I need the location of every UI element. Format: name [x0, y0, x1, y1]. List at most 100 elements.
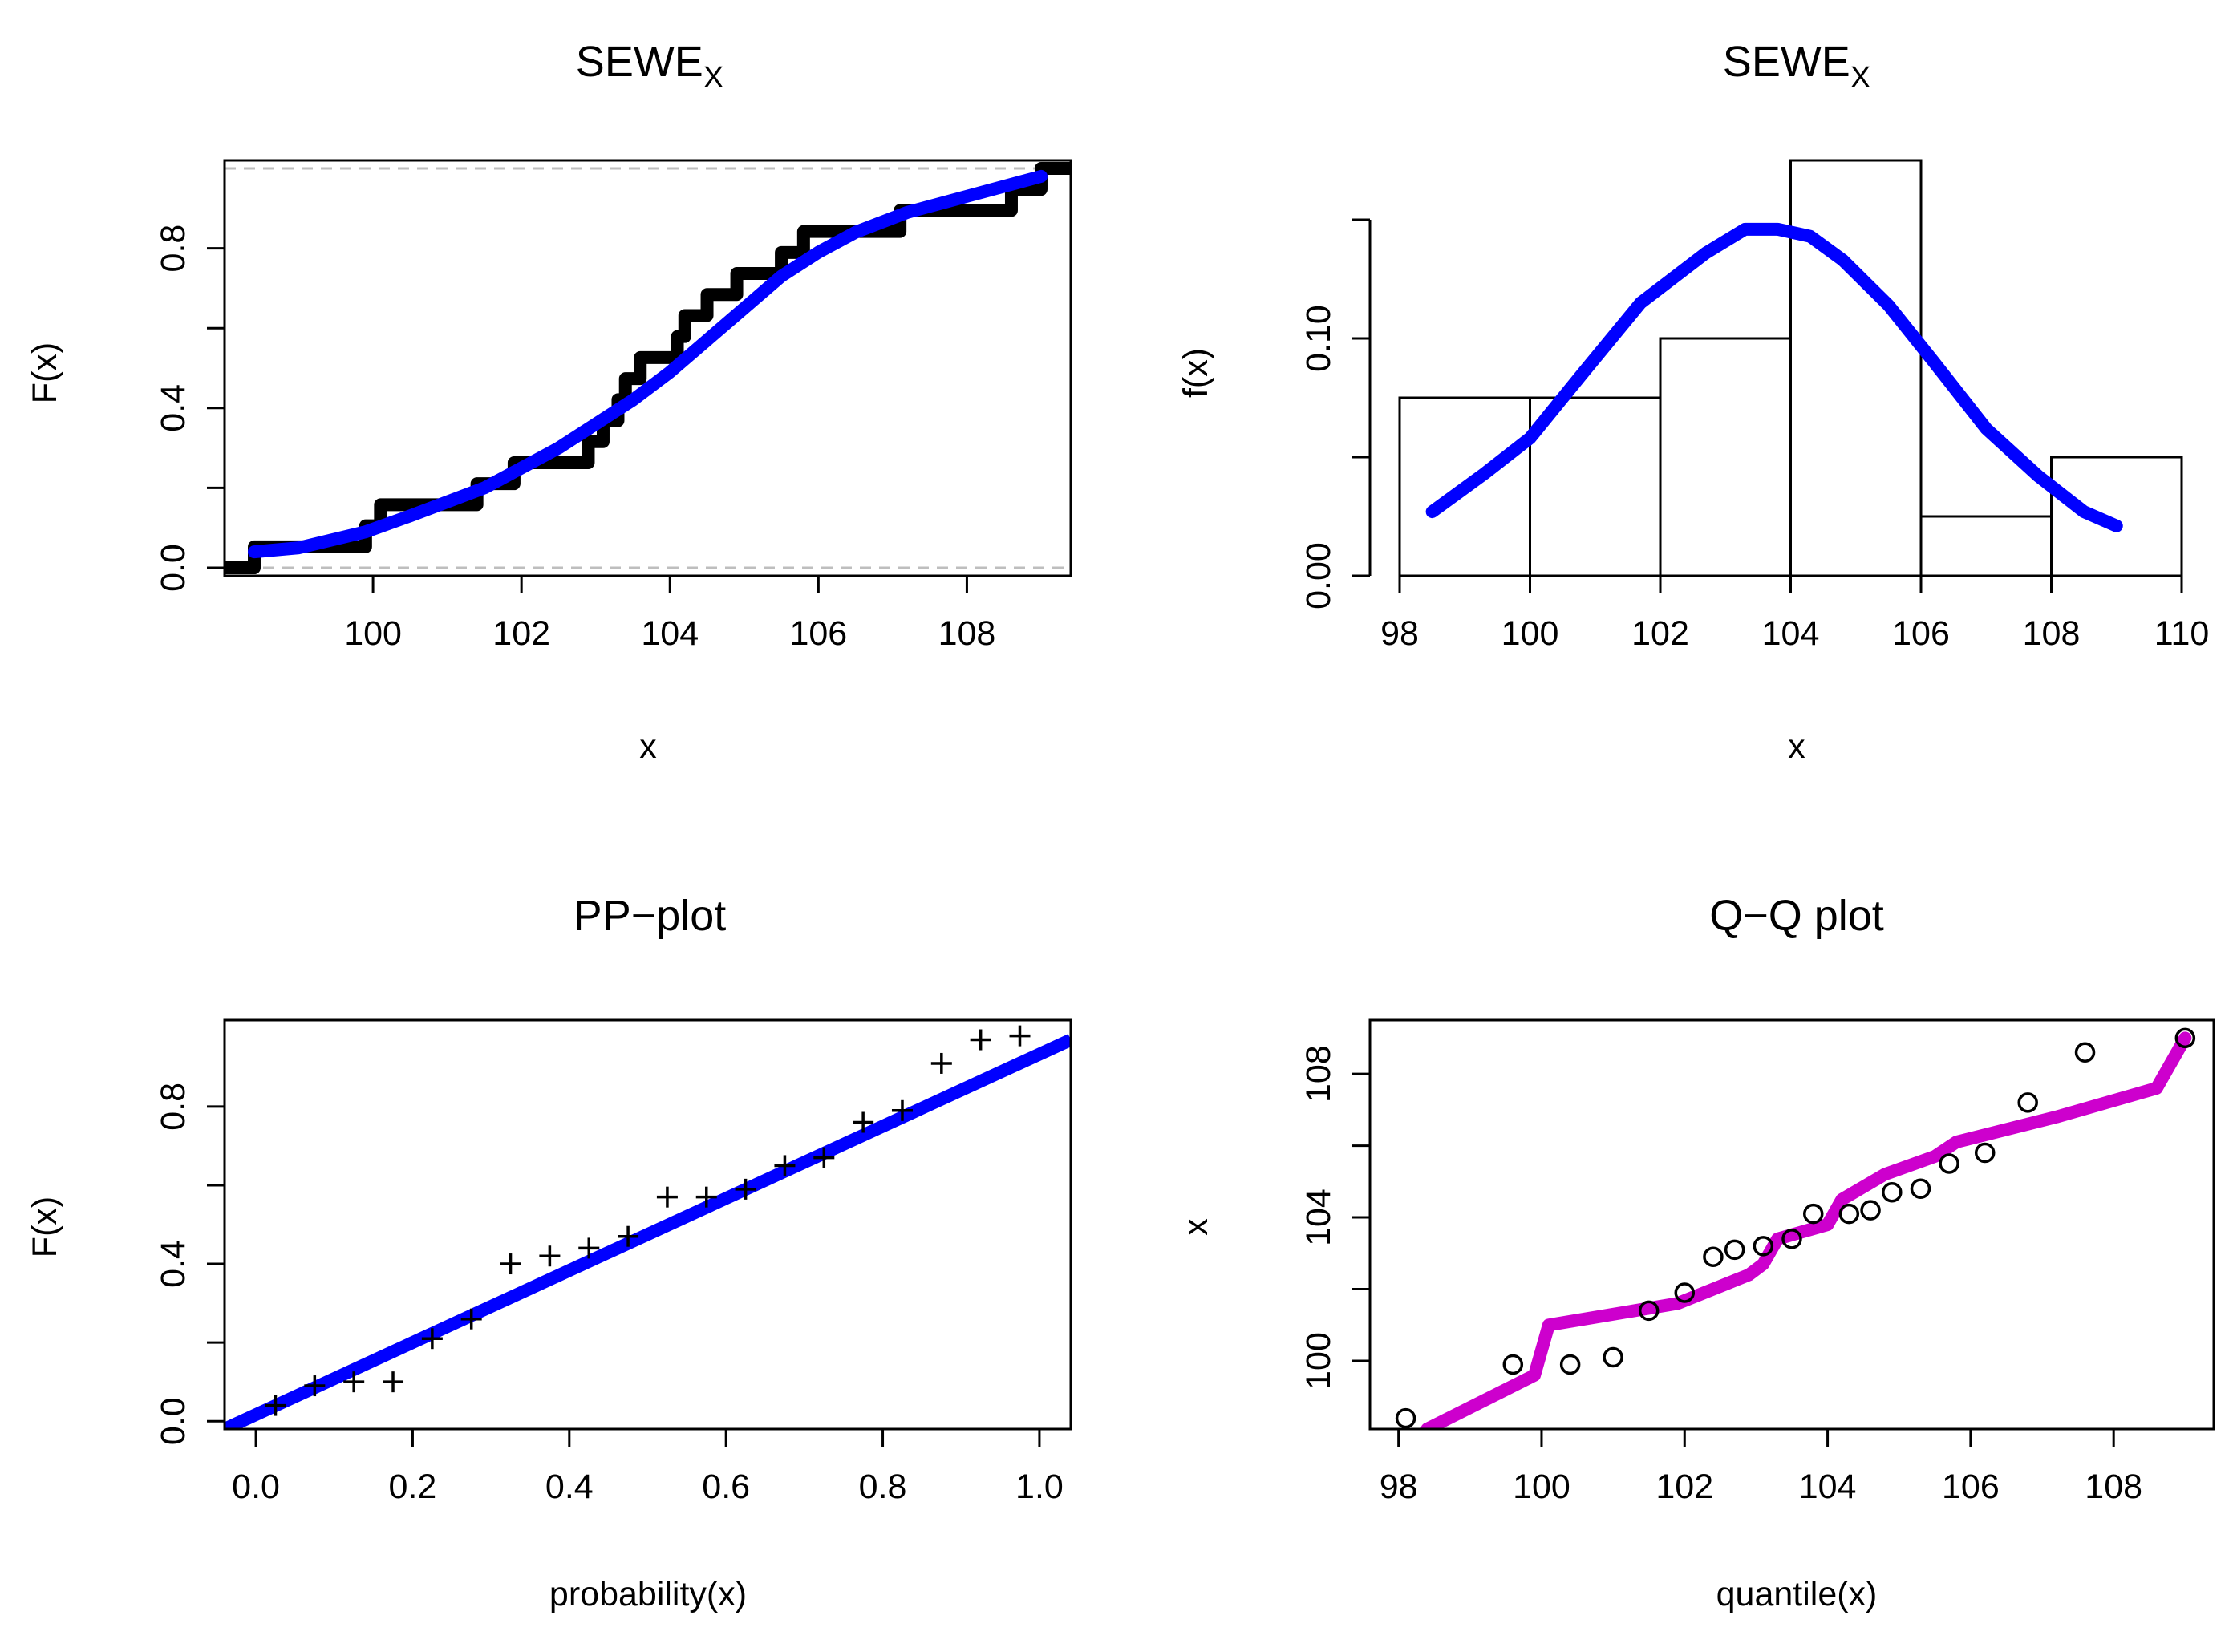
qq-panel: Q−Q plot quantile(x) x 98 100 102 104 106 108… [1177, 892, 2215, 1614]
qq-point [1674, 1282, 1696, 1303]
ecdf-ylabel: F(x) [26, 342, 64, 403]
qq-point [1860, 1200, 1881, 1221]
qq-point [1603, 1346, 1623, 1368]
histogram-bar [1789, 159, 1923, 577]
plot-frame [223, 159, 1072, 577]
y-tick-label: 0.4 [154, 384, 192, 432]
qq-point [1781, 1229, 1802, 1249]
y-tick-label: 0.00 [1299, 542, 1338, 609]
x-tick-label: 110 [2154, 614, 2210, 653]
x-tick-label: 104 [641, 614, 699, 653]
pp-point [1009, 1025, 1031, 1047]
x-tick-label: 98 [1380, 614, 1419, 653]
pp-point [539, 1245, 561, 1267]
histogram-bar [1659, 337, 1792, 577]
x-tick-label: 0.0 [232, 1468, 280, 1506]
pp-point [578, 1237, 600, 1259]
pp-ylabel: F(x) [26, 1196, 64, 1257]
ecdf-clipped [225, 161, 1071, 575]
pp-point [774, 1155, 796, 1176]
pp-point [304, 1375, 326, 1397]
y-tick-label: 0.8 [154, 1083, 192, 1131]
x-tick-label: 104 [1799, 1468, 1857, 1506]
y-tick-label: 104 [1299, 1188, 1338, 1246]
x-tick-label: 0.6 [702, 1468, 750, 1506]
x-tick-label: 100 [1501, 614, 1559, 653]
pp-point [500, 1253, 521, 1275]
y-tick-label: 0.0 [154, 544, 192, 592]
histogram-bar [1919, 515, 2053, 577]
y-tick-label: 0.10 [1299, 305, 1338, 372]
qq-point [1910, 1178, 1931, 1200]
x-tick-label: 108 [2023, 614, 2081, 653]
x-tick-label: 102 [492, 614, 550, 653]
pp-point [853, 1111, 874, 1133]
fitted-density-line [1425, 222, 2123, 532]
qq-fit-line [1420, 1031, 2192, 1429]
qq-point [1395, 1407, 1416, 1429]
qq-point [2017, 1092, 2038, 1113]
qq-point [1638, 1300, 1660, 1322]
x-tick-label: 0.4 [545, 1468, 594, 1506]
pp-point [813, 1147, 835, 1168]
x-tick-label: 106 [1942, 1468, 2000, 1506]
hist-plot-area: 98 100 102 104 106 108 110 0.00 0.10 [1299, 159, 2210, 653]
y-tick-label: 108 [1299, 1045, 1338, 1103]
pp-point [656, 1186, 678, 1208]
hist-panel: SEWEX x f(x) 98 100 102 104 106 108 110 0.00 0.1… [1177, 38, 2209, 766]
pp-panel: PP−plot probability(x) F(x) 0.0 0.2 0.4 0.6… [26, 892, 1072, 1614]
x-tick-label: 102 [1631, 614, 1689, 653]
y-tick-label: 0.8 [154, 225, 192, 273]
histogram-bar [2050, 456, 2183, 577]
ecdf-plot-area: 100 102 104 106 108 0.0 0.4 0.8 [154, 159, 1072, 653]
qq-point [1502, 1354, 1524, 1375]
hist-ylabel: f(x) [1177, 348, 1215, 398]
pp-point [421, 1328, 443, 1350]
plot-frame [223, 1018, 1072, 1431]
qq-plot-area: 98 100 102 104 106 108 100 104 108 [1299, 1018, 2215, 1506]
pp-plot-area: 0.0 0.2 0.4 0.6 0.8 1.0 0.0 0.4 0.8 [154, 1018, 1072, 1506]
qq-point [1838, 1203, 1860, 1225]
x-tick-label: 108 [938, 614, 996, 653]
qq-point [1802, 1203, 1824, 1225]
fitted-cdf-line [248, 169, 1048, 559]
y-tick-label: 100 [1299, 1332, 1338, 1390]
x-tick-label: 1.0 [1015, 1468, 1064, 1506]
pp-point [970, 1029, 991, 1051]
pp-point [891, 1099, 913, 1121]
qq-point [1939, 1153, 1959, 1174]
x-tick-label: 102 [1655, 1468, 1713, 1506]
pp-point [383, 1371, 404, 1393]
x-tick-label: 106 [1892, 614, 1950, 653]
ecdf-panel: SEWEX x F(x) 100 102 104 106 108 0.0 0.4 0.8 [26, 38, 1072, 766]
x-tick-label: 104 [1762, 614, 1820, 653]
qq-point [1724, 1239, 1745, 1261]
ecdf-step-line [225, 161, 1071, 575]
ecdf-xlabel: x [639, 727, 657, 766]
plot-frame [1368, 1018, 2215, 1431]
x-tick-label: 0.2 [389, 1468, 437, 1506]
x-tick-label: 98 [1380, 1468, 1418, 1506]
pp-point [265, 1395, 286, 1416]
x-tick-label: 100 [344, 614, 402, 653]
qq-point [1559, 1354, 1581, 1375]
qq-point [2074, 1042, 2096, 1063]
qq-title: Q−Q plot [1709, 892, 1884, 940]
qq-point [1703, 1246, 1724, 1268]
qq-point [2174, 1027, 2196, 1049]
x-tick-label: 0.8 [859, 1468, 907, 1506]
pp-title: PP−plot [573, 892, 727, 940]
pp-point [460, 1308, 482, 1330]
hist-title: SEWEX [1723, 38, 1870, 95]
reference-line [225, 1034, 1071, 1429]
qq-ylabel: x [1177, 1218, 1215, 1236]
qq-point [1974, 1142, 1996, 1164]
pp-xlabel: probability(x) [549, 1575, 747, 1614]
pp-point [695, 1186, 717, 1208]
y-tick-label: 0.0 [154, 1397, 192, 1445]
y-tick-label: 0.4 [154, 1240, 192, 1288]
qq-xlabel: quantile(x) [1716, 1575, 1878, 1614]
pp-point [343, 1371, 365, 1393]
pp-point [618, 1225, 639, 1247]
